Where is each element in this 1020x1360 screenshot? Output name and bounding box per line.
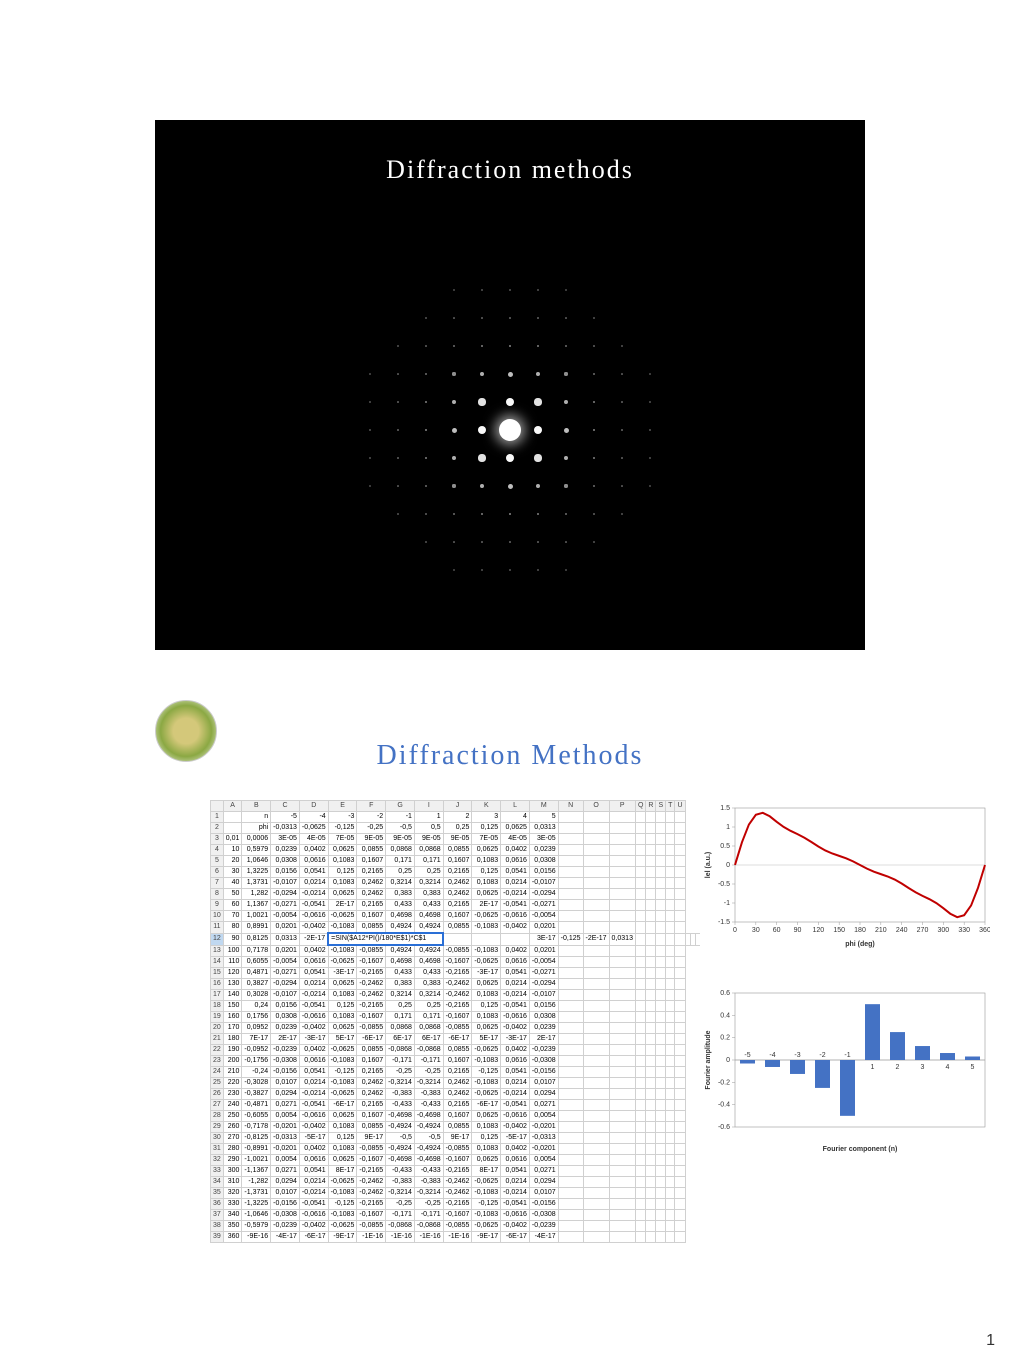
bar-chart-fourier: -0.6 -0.4 -0.2 0 0.2 0.4 0.6 -5 -4 -3 -2 -1 1 2 3 4 5 Fou… bbox=[700, 985, 990, 1155]
svg-text:150: 150 bbox=[833, 927, 845, 934]
svg-text:180: 180 bbox=[854, 927, 866, 934]
svg-text:1: 1 bbox=[871, 1064, 875, 1071]
svg-text:30: 30 bbox=[752, 927, 760, 934]
svg-text:-5: -5 bbox=[744, 1052, 750, 1059]
svg-text:0: 0 bbox=[733, 927, 737, 934]
svg-text:-3: -3 bbox=[794, 1052, 800, 1059]
svg-text:0.4: 0.4 bbox=[720, 1012, 730, 1019]
svg-text:3: 3 bbox=[921, 1064, 925, 1071]
svg-text:1.5: 1.5 bbox=[720, 805, 730, 812]
svg-text:-1.5: -1.5 bbox=[718, 919, 730, 926]
svg-text:-0.6: -0.6 bbox=[718, 1124, 730, 1131]
svg-text:90: 90 bbox=[794, 927, 802, 934]
svg-text:0.6: 0.6 bbox=[720, 990, 730, 997]
spreadsheet[interactable]: ABCDEFGIJKLMNOPQRSTU1n-5-4-3-2-1123452ph… bbox=[210, 800, 701, 1243]
svg-text:0: 0 bbox=[726, 1057, 730, 1064]
slide2-title: Diffraction Methods bbox=[155, 740, 865, 772]
line-chart-phi: -1.5 -1 -0.5 0 0.5 1 1.5 0 30 60 90 120 150 180 210 240… bbox=[700, 800, 990, 950]
svg-text:Fourier amplitude: Fourier amplitude bbox=[705, 1030, 712, 1089]
svg-text:lel (a.u.): lel (a.u.) bbox=[705, 852, 712, 878]
page-number: 1 bbox=[986, 1332, 995, 1350]
svg-text:phi (deg): phi (deg) bbox=[845, 941, 875, 948]
svg-text:-1: -1 bbox=[724, 900, 730, 907]
svg-text:0.2: 0.2 bbox=[720, 1035, 730, 1042]
svg-text:0.5: 0.5 bbox=[720, 843, 730, 850]
slide2: Diffraction Methods ABCDEFGIJKLMNOPQRSTU… bbox=[155, 720, 865, 1250]
svg-text:270: 270 bbox=[917, 927, 929, 934]
svg-text:0: 0 bbox=[726, 862, 730, 869]
svg-text:-4: -4 bbox=[769, 1052, 775, 1059]
svg-text:1: 1 bbox=[726, 824, 730, 831]
slide1: Diffraction methods bbox=[155, 120, 865, 650]
svg-text:2: 2 bbox=[896, 1064, 900, 1071]
svg-text:60: 60 bbox=[773, 927, 781, 934]
svg-text:210: 210 bbox=[875, 927, 887, 934]
svg-text:-2: -2 bbox=[819, 1052, 825, 1059]
svg-text:4: 4 bbox=[946, 1064, 950, 1071]
svg-text:240: 240 bbox=[896, 927, 908, 934]
svg-text:360: 360 bbox=[979, 927, 990, 934]
svg-text:120: 120 bbox=[812, 927, 824, 934]
diffraction-pattern bbox=[310, 230, 710, 630]
svg-text:5: 5 bbox=[971, 1064, 975, 1071]
svg-text:330: 330 bbox=[958, 927, 970, 934]
svg-text:-0.2: -0.2 bbox=[718, 1079, 730, 1086]
svg-text:-0.4: -0.4 bbox=[718, 1102, 730, 1109]
slide1-title: Diffraction methods bbox=[155, 155, 865, 185]
svg-text:-1: -1 bbox=[844, 1052, 850, 1059]
university-logo bbox=[155, 700, 217, 762]
svg-text:-0.5: -0.5 bbox=[718, 881, 730, 888]
svg-text:Fourier component (n): Fourier component (n) bbox=[823, 1146, 898, 1153]
svg-text:300: 300 bbox=[937, 927, 949, 934]
